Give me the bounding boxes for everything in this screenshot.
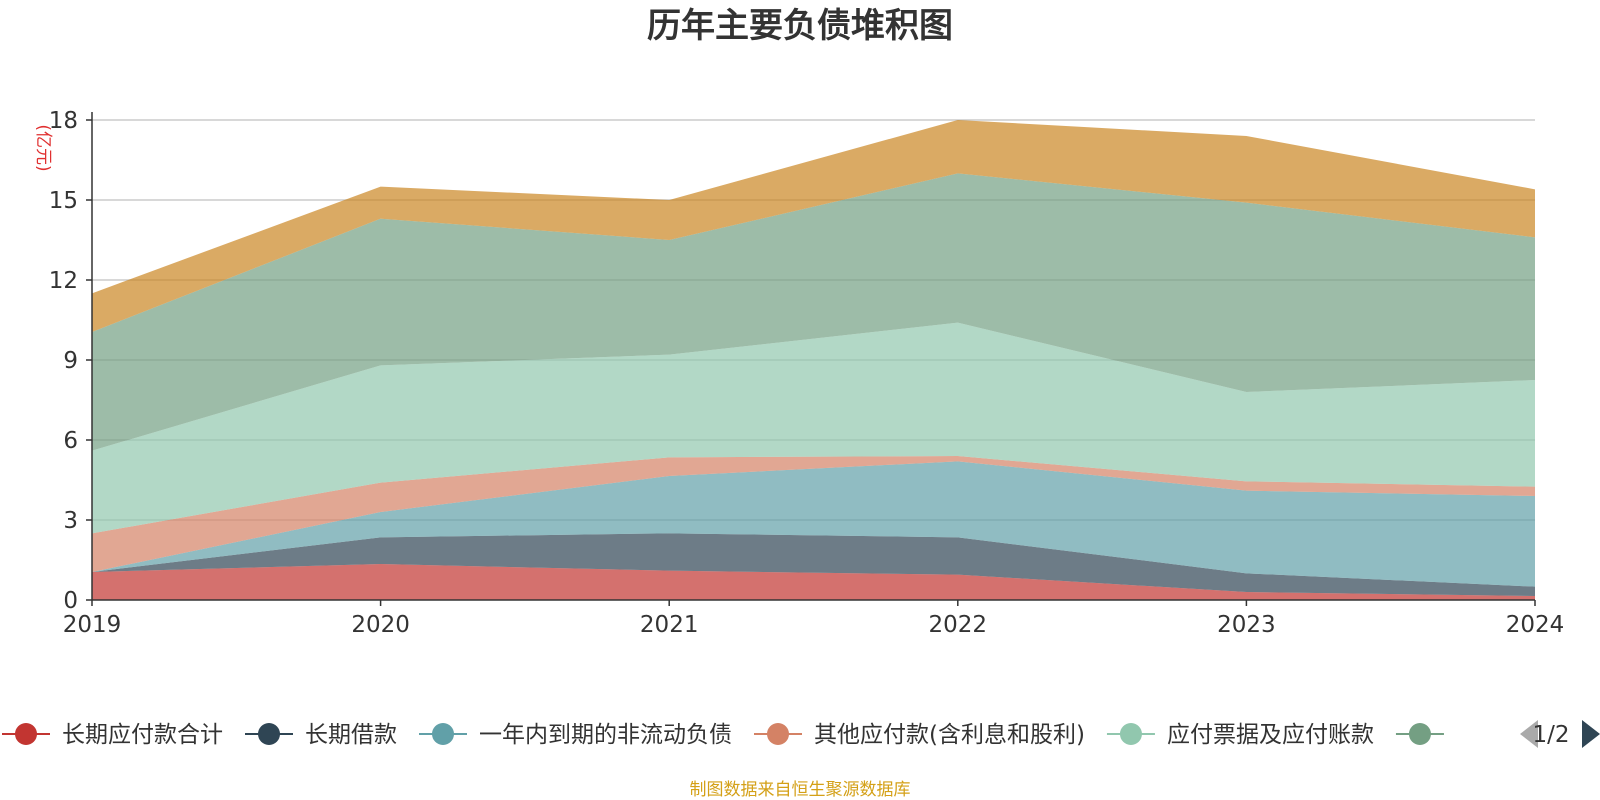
area-series-1 <box>92 533 1535 596</box>
pager-prev-icon[interactable] <box>1520 720 1538 748</box>
legend-item-2[interactable]: 一年内到期的非流动负债 <box>419 722 732 748</box>
y-tick-label: 9 <box>63 348 78 374</box>
legend[interactable]: 长期应付款合计 长期借款 一年内到期的非流动负债 其他应付款(含利息和股利) 应付票据及… <box>2 720 1600 748</box>
area-series-3 <box>92 456 1535 572</box>
y-tick-label: 0 <box>63 588 78 614</box>
y-tick-label: 15 <box>49 188 78 214</box>
x-tick-label: 2020 <box>351 612 410 638</box>
legend-label: 应付票据及应付账款 <box>1167 722 1374 748</box>
legend-pager: 1/2 <box>1520 720 1600 748</box>
legend-item-3[interactable]: 其他应付款(含利息和股利) <box>754 722 1085 748</box>
legend-marker-icon <box>1119 723 1142 745</box>
y-unit-label: (亿元) <box>33 124 53 171</box>
area-series-2 <box>92 461 1535 587</box>
x-tick-label: 2024 <box>1506 612 1565 638</box>
legend-label: 长期借款 <box>305 722 397 748</box>
pager-next-icon[interactable] <box>1582 720 1600 748</box>
legend-item-0[interactable]: 长期应付款合计 <box>2 722 223 748</box>
x-tick-label: 2021 <box>640 612 699 638</box>
y-tick-label: 12 <box>49 268 78 294</box>
legend-label: 长期应付款合计 <box>62 722 223 748</box>
legend-marker-icon <box>15 723 37 745</box>
y-tick-label: 6 <box>63 428 78 454</box>
x-tick-label: 2022 <box>929 612 988 638</box>
x-tick-label: 2019 <box>63 612 122 638</box>
legend-item-5[interactable] <box>1395 723 1444 745</box>
legend-marker-icon <box>1408 723 1431 745</box>
legend-label: 一年内到期的非流动负债 <box>479 722 732 748</box>
y-tick-label: 3 <box>63 508 78 534</box>
legend-marker-icon <box>432 723 454 745</box>
stacked-areas <box>92 120 1535 600</box>
x-tick-label: 2023 <box>1217 612 1276 638</box>
area-series-0 <box>92 564 1535 600</box>
axes: 0 3 6 9 12 15 18 2019 2020 2021 2022 2023 2024 <box>49 108 1565 638</box>
area-series-4 <box>92 322 1535 534</box>
legend-item-4[interactable]: 应付票据及应付账款 <box>1106 722 1374 748</box>
legend-item-1[interactable]: 长期借款 <box>245 722 397 748</box>
legend-label: 其他应付款(含利息和股利) <box>814 722 1085 748</box>
area-series-5 <box>92 173 1535 451</box>
y-tick-label: 18 <box>49 108 78 134</box>
data-source-note: 制图数据来自恒生聚源数据库 <box>690 780 911 800</box>
legend-marker-icon <box>258 723 280 745</box>
legend-marker-icon <box>767 723 789 745</box>
area-series-6 <box>92 120 1535 332</box>
chart-title: 历年主要负债堆积图 <box>647 6 953 46</box>
pager-indicator: 1/2 <box>1532 722 1569 748</box>
